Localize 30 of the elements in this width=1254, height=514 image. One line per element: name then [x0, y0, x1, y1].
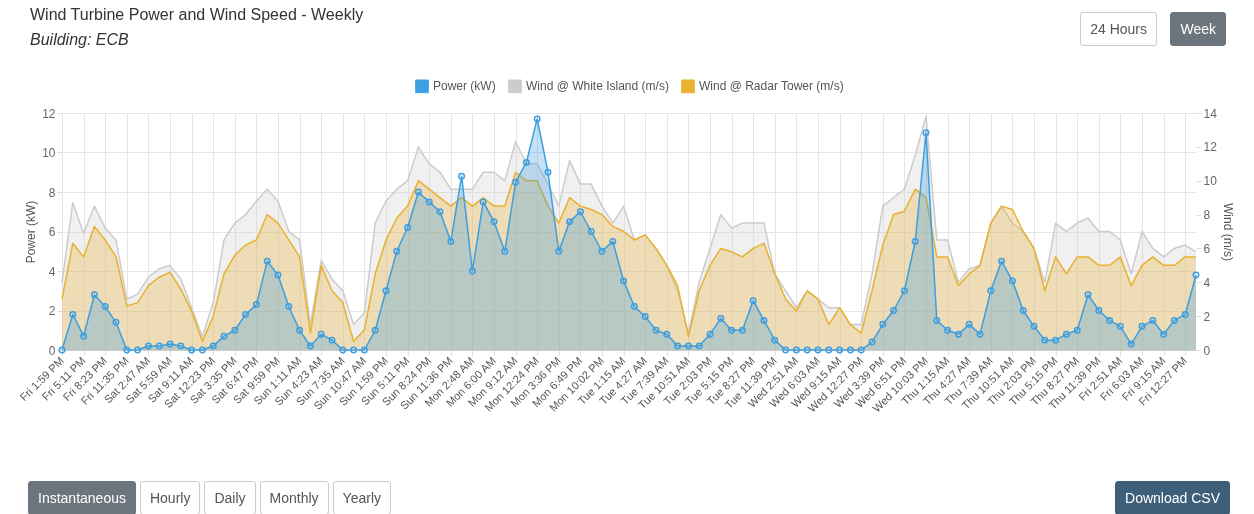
chart-title: Wind Turbine Power and Wind Speed - Weekly [30, 6, 364, 24]
text: Download CSV [1115, 481, 1230, 514]
text: Week [1170, 12, 1226, 46]
y2-tick-label: 4 [1203, 275, 1211, 290]
y2-tick-label: 12 [1203, 140, 1218, 155]
text: Yearly [332, 481, 391, 514]
y2-tick-label: 0 [1203, 343, 1211, 358]
y2-tick-label: 6 [1203, 241, 1211, 256]
y2-tick-label: 10 [1203, 174, 1218, 189]
y2-tick-label: 8 [1203, 208, 1211, 223]
legend-label: Wind @ White Island (m/s) [526, 79, 669, 94]
legend-label: Power (kW) [433, 79, 496, 94]
y-tick-label: 12 [42, 106, 56, 121]
y2-tick-label: 2 [1203, 309, 1211, 324]
legend-label: Wind @ Radar Tower (m/s) [699, 79, 844, 94]
y2-tick-label: 14 [1203, 106, 1218, 121]
y-axis-title: Power (kW) [24, 200, 39, 264]
y-tick-label: 2 [48, 304, 56, 318]
text: Monthly [259, 481, 329, 514]
text: Daily [204, 481, 256, 514]
y-tick-label: 8 [48, 185, 56, 200]
y2-axis-title: Wind (m/s) [1220, 203, 1235, 261]
y-tick-label: 4 [48, 264, 56, 279]
chart-subtitle: Building: ECB [30, 31, 129, 49]
y-tick-label: 6 [48, 225, 56, 239]
text: Instantaneous [28, 481, 136, 514]
text: 24 Hours [1080, 12, 1157, 46]
text: Hourly [139, 481, 201, 514]
y-tick-label: 10 [42, 146, 56, 160]
y-tick-label: 0 [48, 343, 56, 358]
